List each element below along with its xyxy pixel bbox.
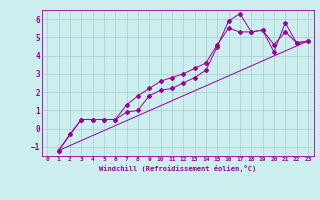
X-axis label: Windchill (Refroidissement éolien,°C): Windchill (Refroidissement éolien,°C) (99, 165, 256, 172)
